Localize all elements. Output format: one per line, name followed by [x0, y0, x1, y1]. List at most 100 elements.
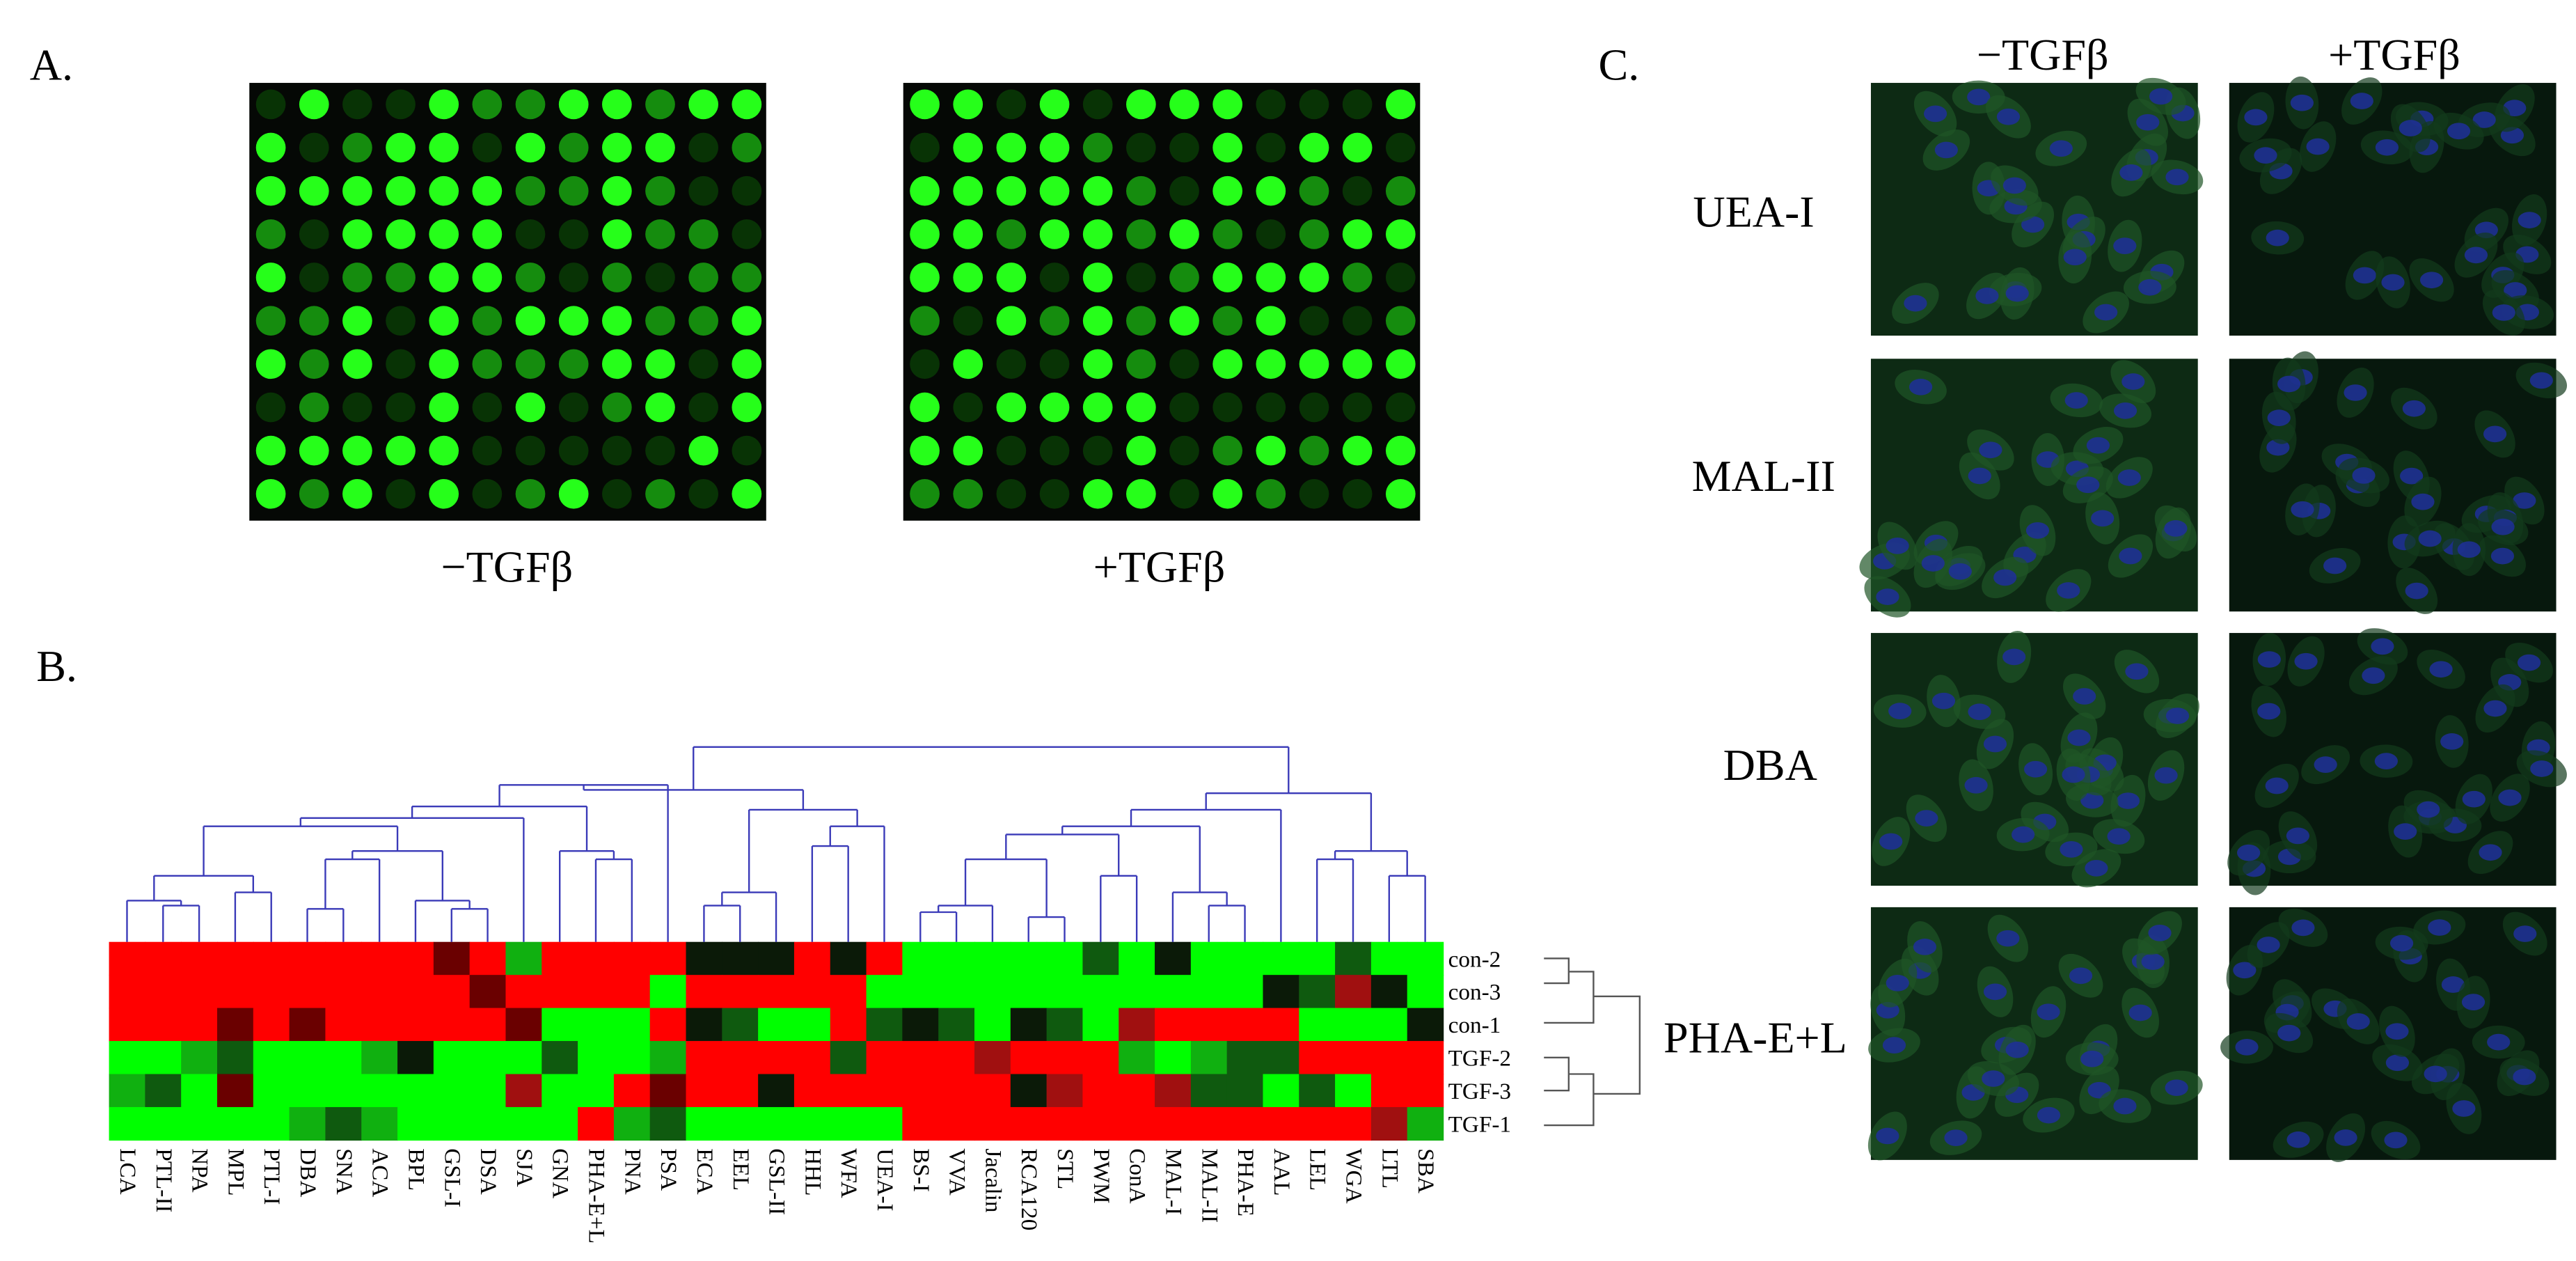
nucleus — [2385, 1054, 2410, 1072]
heatmap-cell — [758, 1074, 795, 1108]
array-spot — [1039, 263, 1070, 292]
array-spot — [910, 89, 940, 120]
array-spot — [1212, 89, 1243, 120]
heatmap-cell — [902, 1074, 939, 1108]
dendrogram-branch — [1027, 916, 1066, 942]
array-spot — [429, 349, 459, 379]
heatmap-cell — [974, 1106, 1011, 1141]
micrograph — [1870, 77, 2204, 336]
heatmap-column-label: DBA — [295, 1148, 321, 1197]
heatmap-cell — [1010, 1074, 1048, 1108]
heatmap-cell — [1082, 1008, 1119, 1042]
nucleus — [2136, 113, 2160, 131]
array-spot — [472, 435, 503, 466]
array-spot — [688, 306, 719, 336]
array-spot — [996, 392, 1027, 423]
heatmap-cell — [217, 1008, 254, 1042]
array-spot — [688, 89, 719, 120]
heatmap-cell — [1010, 1041, 1048, 1075]
heatmap-cell — [433, 1008, 471, 1042]
heatmap-cell — [830, 1041, 867, 1075]
nucleus — [2402, 400, 2426, 417]
nucleus — [1968, 703, 1991, 721]
array-spot — [688, 175, 719, 206]
array-spot — [386, 478, 416, 509]
heatmap-cell — [289, 941, 326, 976]
heatmap-column-label: WFA — [836, 1148, 862, 1198]
array-spot — [255, 392, 286, 423]
array-spot — [472, 263, 503, 292]
array-spot — [688, 349, 719, 379]
nucleus — [2063, 249, 2087, 266]
array-spot — [1342, 132, 1373, 163]
heatmap-column-label: PTL-I — [259, 1148, 285, 1205]
heatmap-cell — [1299, 1008, 1336, 1042]
dendrogram-branch — [829, 825, 885, 942]
heatmap-cell — [1119, 1008, 1155, 1042]
nucleus — [1904, 295, 1927, 312]
heatmap-cell — [217, 1074, 254, 1108]
heatmap-cell — [1082, 941, 1119, 976]
heatmap-cell — [469, 941, 507, 976]
heatmap-column-label: PTL-II — [151, 1148, 177, 1212]
heatmap-cell — [578, 1074, 615, 1108]
array-spot — [1342, 306, 1373, 336]
array-spot — [732, 89, 762, 120]
heatmap-cell — [217, 1041, 254, 1075]
nucleus — [2113, 237, 2137, 254]
nucleus — [2286, 1131, 2310, 1148]
heatmap-cell — [1263, 975, 1299, 1009]
heatmap-cell — [578, 1106, 615, 1141]
dendrogram-branch — [693, 746, 1290, 794]
nucleus — [2080, 792, 2104, 809]
dendrogram-branch — [559, 850, 615, 942]
nucleus — [2346, 1013, 2370, 1030]
heatmap-cell — [613, 975, 651, 1009]
heatmap-cell — [974, 1074, 1011, 1108]
heatmap-cell — [505, 1074, 542, 1108]
heatmap-cell — [1046, 1074, 1084, 1108]
nucleus — [2290, 94, 2314, 111]
heatmap-cell — [181, 975, 218, 1009]
heatmap-cell — [397, 1074, 434, 1108]
heatmap-cell — [758, 1106, 795, 1141]
array-spot — [515, 89, 546, 120]
nucleus — [2012, 826, 2035, 843]
column-header: +TGFβ — [2328, 30, 2460, 79]
heatmap-cell — [397, 1041, 434, 1075]
array-spot — [1256, 478, 1286, 509]
nucleus — [2235, 1038, 2259, 1056]
nucleus — [2389, 934, 2414, 952]
heatmap-cell — [289, 975, 326, 1009]
microarray — [249, 83, 766, 521]
heatmap-cell — [1190, 975, 1228, 1009]
array-spot — [1342, 349, 1373, 379]
array-spot — [255, 306, 286, 336]
array-spot — [558, 263, 589, 292]
heatmap-cell — [289, 1041, 326, 1075]
heatmap-cell — [1119, 1074, 1155, 1108]
array-spot — [601, 392, 632, 423]
array-spot — [910, 175, 940, 206]
heatmap-cell — [397, 975, 434, 1009]
array-spot — [255, 219, 286, 249]
nucleus — [1968, 467, 1991, 485]
nucleus — [2483, 425, 2507, 443]
heatmap-cell — [253, 1008, 290, 1042]
array-spot — [1082, 219, 1113, 249]
array-spot — [1039, 132, 1070, 163]
nucleus — [2353, 267, 2376, 284]
array-spot — [1212, 132, 1243, 163]
heatmap-cell — [542, 1106, 578, 1141]
nucleus — [2128, 1004, 2152, 1021]
nucleus — [1923, 105, 1947, 123]
heatmap-column-label: GSL-I — [439, 1148, 465, 1207]
nucleus — [2237, 844, 2261, 861]
nucleus — [2419, 272, 2444, 289]
heatmap-column-label: WGA — [1341, 1148, 1366, 1203]
dendrogram-branch — [721, 891, 777, 942]
heatmap-cell — [758, 941, 795, 976]
nucleus — [2462, 790, 2486, 808]
array-spot — [1212, 349, 1243, 379]
nucleus — [1983, 983, 2007, 1001]
